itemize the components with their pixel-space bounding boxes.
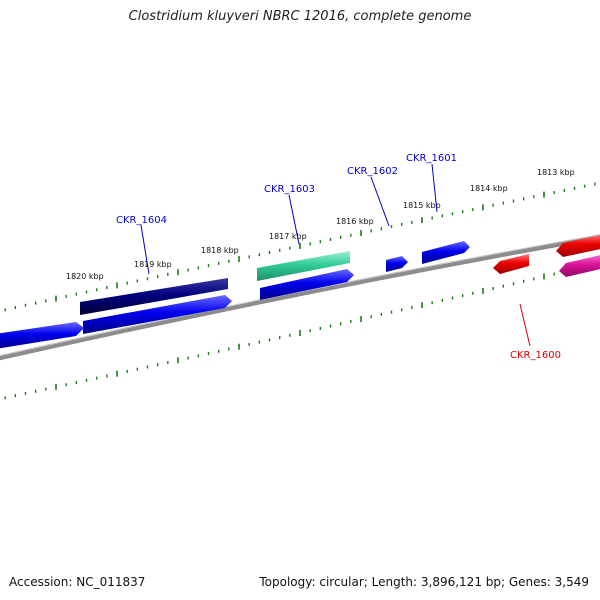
gene-label-leaders [140, 163, 531, 347]
leader-ckr-1603 [288, 194, 300, 245]
kbp-label: 1819 kbp [134, 260, 172, 269]
kbp-label: 1818 kbp [201, 246, 239, 255]
gene-reverse[interactable] [556, 234, 600, 257]
forward-strand-genes [80, 241, 470, 315]
gene-label-ckr-1603[interactable]: CKR_1603 [264, 184, 315, 195]
reverse-strand-genes [493, 234, 600, 277]
accession-text: Accession: NC_011837 [9, 575, 146, 589]
gene-label-ckr-1604[interactable]: CKR_1604 [116, 215, 167, 226]
leader-ckr-1604 [140, 224, 150, 275]
gene-label-ckr-1602[interactable]: CKR_1602 [347, 166, 398, 177]
kbp-scale: 1813 kbp 1814 kbp 1815 kbp 1816 kbp 1817… [66, 168, 575, 281]
gene-labels: CKR_1601 CKR_1602 CKR_1603 CKR_1604 CKR_… [116, 153, 561, 361]
leader-ckr-1600 [519, 303, 531, 347]
gene-forward[interactable] [260, 269, 354, 300]
gene-label-ckr-1600[interactable]: CKR_1600 [510, 350, 561, 361]
leader-ckr-1601 [431, 163, 438, 213]
genome-backbone-highlight [0, 234, 600, 357]
genome-backbone [0, 234, 600, 361]
gene-forward[interactable] [83, 295, 232, 334]
kbp-label: 1815 kbp [403, 201, 441, 210]
gene-reverse[interactable] [559, 254, 600, 277]
gene-ckr-1603[interactable] [257, 251, 350, 281]
map-title: Clostridium kluyveri NBRC 12016, complet… [128, 9, 472, 24]
gene-label-ckr-1601[interactable]: CKR_1601 [406, 153, 457, 164]
leader-ckr-1602 [370, 176, 390, 227]
genome-summary: Topology: circular; Length: 3,896,121 bp… [259, 575, 589, 589]
gene-forward[interactable] [0, 322, 84, 349]
gene-ckr-1600[interactable] [493, 254, 529, 274]
kbp-label: 1820 kbp [66, 272, 104, 281]
gene-ckr-1604[interactable] [80, 278, 228, 315]
kbp-label: 1814 kbp [470, 184, 508, 193]
gene-ckr-1601[interactable] [422, 241, 470, 264]
kbp-label: 1813 kbp [537, 168, 575, 177]
forward-strand-genes-row2 [0, 269, 354, 349]
gene-ckr-1602[interactable] [386, 256, 408, 272]
kbp-label: 1817 kbp [269, 232, 307, 241]
tick-track-upper [4, 182, 596, 312]
kbp-label: 1816 kbp [336, 217, 374, 226]
